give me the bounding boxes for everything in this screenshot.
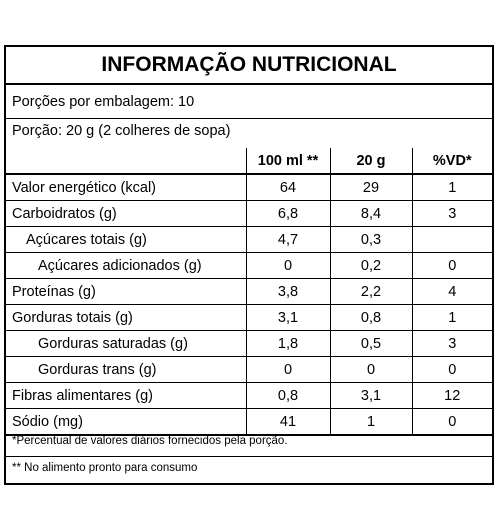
- footnote-vd: *Percentual de valores diários fornecido…: [12, 435, 288, 447]
- nutrient-name: Açúcares totais (g): [6, 226, 247, 253]
- column-header-per-100ml: 100 ml **: [245, 148, 331, 175]
- footnote-base: ** No alimento pronto para consumo: [12, 462, 198, 474]
- label-title: INFORMAÇÃO NUTRICIONAL: [6, 47, 492, 85]
- nutrient-name: Carboidratos (g): [6, 200, 247, 227]
- value-per-serving: 0,3: [329, 226, 413, 253]
- value-vd: 12: [411, 382, 492, 409]
- value-per-serving: 0,2: [329, 252, 413, 279]
- value-per-serving: 3,1: [329, 382, 413, 409]
- servings-per-package: Porções por embalagem: 10: [12, 94, 195, 110]
- value-per-serving: 29: [329, 173, 413, 201]
- table-row: Carboidratos (g) 6,8 8,4 3: [6, 200, 492, 227]
- table-row: Açúcares adicionados (g) 0 0,2 0: [6, 252, 492, 279]
- value-per-100ml: 64: [245, 173, 331, 201]
- value-per-100ml: 3,1: [245, 304, 331, 331]
- value-per-100ml: 4,7: [245, 226, 331, 253]
- table-row: Açúcares totais (g) 4,7 0,3: [6, 226, 492, 253]
- value-vd: 3: [411, 330, 492, 357]
- column-header-vd: %VD*: [411, 148, 492, 175]
- nutrient-name: Gorduras totais (g): [6, 304, 247, 331]
- value-vd: 1: [411, 173, 492, 201]
- divider: [6, 456, 492, 457]
- value-vd: 4: [411, 278, 492, 305]
- value-vd: 1: [411, 304, 492, 331]
- table-header-row: 100 ml ** 20 g %VD*: [6, 148, 492, 175]
- table-row: Sódio (mg) 41 1 0: [6, 408, 492, 436]
- value-per-serving: 8,4: [329, 200, 413, 227]
- value-vd: 3: [411, 200, 492, 227]
- value-per-100ml: 1,8: [245, 330, 331, 357]
- table-row: Valor energético (kcal) 64 29 1: [6, 173, 492, 201]
- nutrient-name: Sódio (mg): [6, 408, 247, 436]
- value-per-100ml: 6,8: [245, 200, 331, 227]
- value-per-100ml: 41: [245, 408, 331, 436]
- nutrient-name: Proteínas (g): [6, 278, 247, 305]
- divider: [6, 118, 492, 119]
- nutrient-name: Fibras alimentares (g): [6, 382, 247, 409]
- table-row: Gorduras saturadas (g) 1,8 0,5 3: [6, 330, 492, 357]
- nutrient-name: Gorduras saturadas (g): [6, 330, 247, 357]
- table-row: Gorduras totais (g) 3,1 0,8 1: [6, 304, 492, 331]
- table-row: Gorduras trans (g) 0 0 0: [6, 356, 492, 383]
- value-per-serving: 1: [329, 408, 413, 436]
- value-vd: 0: [411, 408, 492, 436]
- value-per-serving: 0,8: [329, 304, 413, 331]
- column-header-per-serving: 20 g: [329, 148, 413, 175]
- value-per-serving: 0: [329, 356, 413, 383]
- table-row: Fibras alimentares (g) 0,8 3,1 12: [6, 382, 492, 409]
- value-vd: [411, 226, 492, 253]
- nutrition-label: INFORMAÇÃO NUTRICIONAL Porções por embal…: [4, 45, 494, 485]
- nutrition-table: 100 ml ** 20 g %VD* Valor energético (kc…: [6, 148, 492, 436]
- value-per-serving: 2,2: [329, 278, 413, 305]
- table-row: Proteínas (g) 3,8 2,2 4: [6, 278, 492, 305]
- value-per-100ml: 0: [245, 356, 331, 383]
- value-per-100ml: 0: [245, 252, 331, 279]
- nutrient-name: Gorduras trans (g): [6, 356, 247, 383]
- nutrient-name: Açúcares adicionados (g): [6, 252, 247, 279]
- column-header-nutrient: [6, 148, 247, 175]
- value-vd: 0: [411, 356, 492, 383]
- value-per-100ml: 0,8: [245, 382, 331, 409]
- value-vd: 0: [411, 252, 492, 279]
- value-per-100ml: 3,8: [245, 278, 331, 305]
- nutrient-name: Valor energético (kcal): [6, 173, 247, 201]
- value-per-serving: 0,5: [329, 330, 413, 357]
- serving-size: Porção: 20 g (2 colheres de sopa): [12, 123, 231, 139]
